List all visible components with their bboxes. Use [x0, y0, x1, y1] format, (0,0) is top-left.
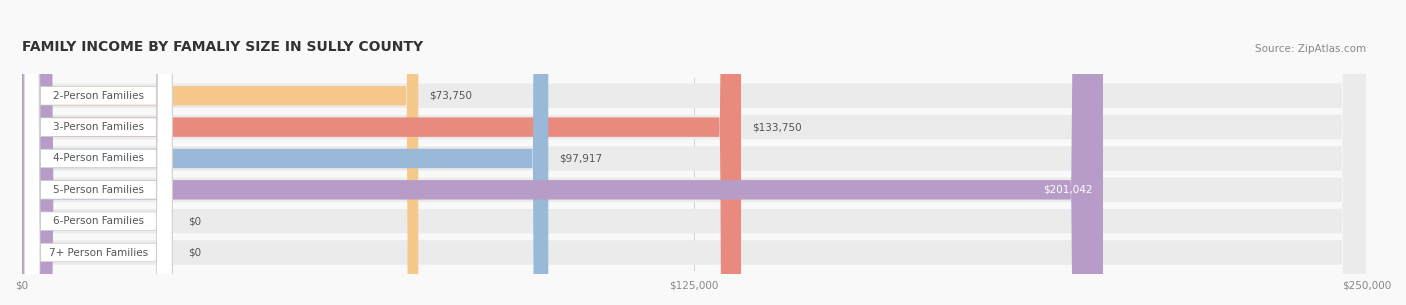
Text: $73,750: $73,750 [429, 91, 472, 101]
FancyBboxPatch shape [24, 0, 172, 305]
Text: $201,042: $201,042 [1043, 185, 1092, 195]
FancyBboxPatch shape [21, 0, 1367, 305]
Text: 4-Person Families: 4-Person Families [52, 153, 143, 163]
FancyBboxPatch shape [21, 0, 1367, 305]
Text: Source: ZipAtlas.com: Source: ZipAtlas.com [1256, 44, 1367, 54]
FancyBboxPatch shape [21, 0, 741, 305]
FancyBboxPatch shape [21, 0, 418, 305]
FancyBboxPatch shape [21, 0, 1367, 305]
Text: $133,750: $133,750 [752, 122, 801, 132]
FancyBboxPatch shape [21, 0, 548, 305]
FancyBboxPatch shape [24, 0, 172, 305]
Text: $0: $0 [188, 247, 201, 257]
Text: 2-Person Families: 2-Person Families [52, 91, 143, 101]
FancyBboxPatch shape [21, 0, 1104, 305]
Text: $97,917: $97,917 [560, 153, 602, 163]
FancyBboxPatch shape [21, 0, 1367, 305]
Text: FAMILY INCOME BY FAMALIY SIZE IN SULLY COUNTY: FAMILY INCOME BY FAMALIY SIZE IN SULLY C… [21, 40, 423, 54]
FancyBboxPatch shape [24, 0, 172, 305]
FancyBboxPatch shape [21, 0, 1367, 305]
FancyBboxPatch shape [24, 0, 172, 305]
Text: 3-Person Families: 3-Person Families [52, 122, 143, 132]
Text: 7+ Person Families: 7+ Person Families [49, 247, 148, 257]
Text: 6-Person Families: 6-Person Families [52, 216, 143, 226]
FancyBboxPatch shape [24, 0, 172, 305]
Text: $0: $0 [188, 216, 201, 226]
FancyBboxPatch shape [21, 0, 1367, 305]
FancyBboxPatch shape [24, 0, 172, 305]
Text: 5-Person Families: 5-Person Families [52, 185, 143, 195]
